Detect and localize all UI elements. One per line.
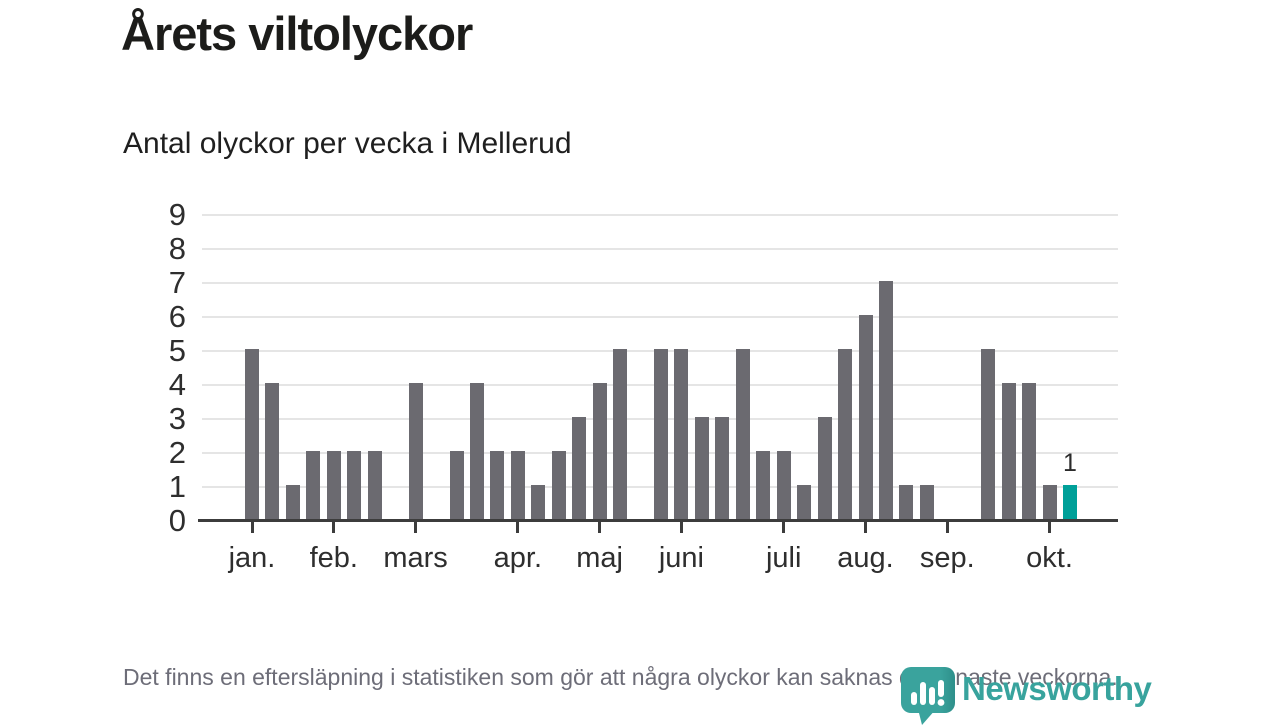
month-label-juli: juli — [765, 542, 802, 574]
month-tick-aug — [864, 522, 867, 533]
last-bar-value-label: 1 — [1063, 449, 1077, 477]
bar-week-9 — [408, 383, 423, 519]
bar-week-38 — [1001, 383, 1016, 519]
gridline-y6 — [202, 316, 1118, 318]
newsworthy-logo-text: Newsworthy — [962, 670, 1152, 707]
bar-week-26 — [756, 451, 771, 519]
bar-week-28 — [797, 485, 812, 519]
month-tick-juni — [679, 522, 683, 533]
y-tick-label-7: 7 — [168, 265, 186, 300]
bar-week-17 — [572, 417, 587, 519]
bar-week-19 — [613, 349, 628, 519]
chart-subtitle: Antal olyckor per vecka i Mellerud — [123, 127, 572, 160]
bar-week-18 — [592, 383, 607, 519]
y-tick-label-4: 4 — [168, 367, 186, 402]
month-tick-juli — [782, 522, 786, 533]
bar-week-21 — [654, 349, 668, 519]
month-label-sep: sep. — [919, 542, 975, 574]
bar-week-12 — [469, 383, 484, 519]
bar-chart-speech-bubble-icon — [901, 667, 955, 725]
y-tick-label-6: 6 — [168, 299, 186, 334]
y-tick-label-1: 1 — [168, 469, 186, 504]
bar-week-29 — [817, 417, 832, 519]
chart-title: Årets viltolyckor — [121, 7, 473, 60]
gridline-y9 — [202, 214, 1118, 216]
month-tick-okt — [1048, 522, 1052, 533]
month-label-okt: okt. — [1026, 542, 1073, 574]
month-tick-jan — [250, 522, 254, 533]
bar-week-22 — [674, 349, 689, 519]
bar-week-27 — [776, 451, 791, 519]
bar-week-40 — [1042, 485, 1057, 519]
month-label-feb: feb. — [309, 542, 358, 574]
y-tick-label-2: 2 — [168, 435, 186, 470]
bar-week-11 — [449, 451, 464, 519]
month-label-apr: apr. — [493, 542, 543, 574]
bar-week-6 — [347, 451, 362, 519]
month-tick-feb — [332, 522, 336, 533]
bar-week-33 — [899, 485, 914, 519]
month-label-juni: juni — [658, 542, 705, 574]
bar-week-32 — [878, 281, 893, 519]
month-label-aug: aug. — [837, 542, 894, 574]
month-tick-mars — [414, 522, 418, 533]
bar-week-39 — [1022, 383, 1037, 519]
bar-week-3 — [285, 485, 300, 519]
y-tick-label-5: 5 — [168, 333, 186, 368]
bar-week-4 — [306, 451, 321, 519]
bar-week-41 — [1063, 485, 1077, 519]
bar-week-16 — [551, 451, 566, 519]
gridline-y8 — [202, 248, 1118, 250]
month-tick-sep — [945, 522, 949, 533]
bar-week-15 — [531, 485, 546, 519]
bar-week-37 — [981, 349, 996, 519]
bar-week-24 — [715, 417, 730, 519]
x-axis-line — [198, 519, 1118, 522]
bar-week-14 — [510, 451, 525, 519]
bar-week-5 — [326, 451, 341, 519]
bar-week-31 — [858, 315, 873, 519]
gridline-y7 — [202, 282, 1118, 284]
month-tick-apr — [516, 522, 520, 533]
bar-week-7 — [367, 451, 382, 519]
bar-week-25 — [735, 349, 750, 519]
bar-week-1 — [245, 349, 259, 519]
y-tick-label-0: 0 — [168, 503, 186, 538]
bar-week-13 — [490, 451, 505, 519]
bar-week-2 — [265, 383, 280, 519]
month-label-maj: maj — [576, 542, 623, 574]
month-label-mars: mars — [383, 542, 448, 574]
month-tick-maj — [598, 522, 602, 533]
y-tick-label-9: 9 — [168, 197, 186, 232]
month-label-jan: jan. — [228, 542, 276, 574]
y-tick-label-3: 3 — [168, 401, 186, 436]
bar-week-34 — [919, 485, 934, 519]
y-tick-label-8: 8 — [168, 231, 186, 266]
bar-week-23 — [694, 417, 709, 519]
bar-week-30 — [838, 349, 853, 519]
